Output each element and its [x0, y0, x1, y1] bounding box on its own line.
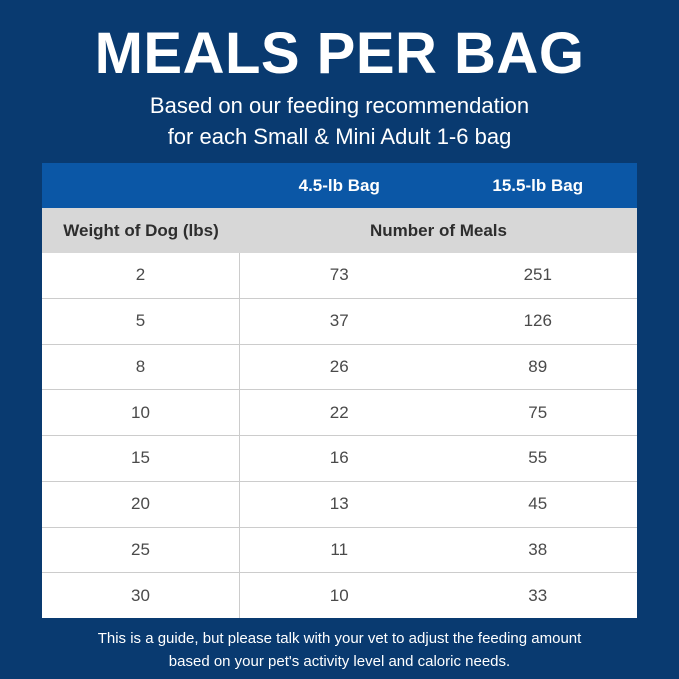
meals-4-5lb-cell: 26	[329, 356, 349, 376]
subtitle-line-2: for each Small & Mini Adult 1-6 bag	[167, 124, 512, 149]
meals-15-5lb-cell: 89	[528, 356, 548, 376]
meals-15-5lb-cell: 75	[528, 402, 548, 422]
meals-15-5lb-cell: 45	[528, 494, 548, 514]
weight-cell: 2	[42, 253, 240, 298]
bag-header-4-5lb: 4.5-lb Bag	[298, 175, 380, 195]
meals-table: 4.5-lb Bag 15.5-lb Bag Weight of Dog (lb…	[42, 163, 637, 618]
subtitle: Based on our feeding recommendation for …	[0, 90, 679, 152]
bag-header-15-5lb: 15.5-lb Bag	[492, 175, 584, 195]
meals-4-5lb-cell: 73	[329, 265, 349, 285]
bag-header-spacer	[42, 163, 240, 208]
footer-line-1: This is a guide, but please talk with yo…	[97, 630, 582, 647]
weight-cell: 20	[42, 481, 240, 527]
meals-4-5lb-cell: 37	[329, 311, 349, 331]
meals-4-5lb-cell: 13	[329, 494, 349, 514]
meals-4-5lb-cell: 16	[329, 448, 349, 468]
weight-cell: 25	[42, 527, 240, 573]
bag-header-row: 4.5-lb Bag 15.5-lb Bag	[42, 163, 637, 208]
table-row: 5 37 126	[42, 297, 637, 344]
meals-4-5lb-cell: 10	[329, 585, 349, 605]
number-of-meals-header: Number of Meals	[370, 220, 507, 240]
footer-note: This is a guide, but please talk with yo…	[0, 627, 679, 673]
meals-15-5lb-cell: 38	[528, 539, 548, 559]
subtitle-line-1: Based on our feeding recommendation	[149, 93, 530, 118]
footer-line-2: based on your pet's activity level and c…	[168, 653, 511, 670]
table-row: 2 73 251	[42, 253, 637, 298]
weight-cell: 30	[42, 573, 240, 618]
table-row: 20 13 45	[42, 480, 637, 527]
page-title: MEALS PER BAG	[94, 21, 585, 86]
table-row: 30 10 33	[42, 572, 637, 618]
subheader-row: Weight of Dog (lbs) Number of Meals	[42, 208, 637, 253]
meals-15-5lb-cell: 55	[528, 448, 548, 468]
meals-15-5lb-cell: 33	[528, 585, 548, 605]
weight-cell: 10	[42, 390, 240, 435]
weight-cell: 15	[42, 436, 240, 481]
weight-cell: 5	[42, 298, 240, 344]
meals-4-5lb-cell: 22	[329, 402, 349, 422]
table-row: 8 26 89	[42, 343, 637, 390]
weight-cell: 8	[42, 344, 240, 390]
table-row: 25 11 38	[42, 526, 637, 573]
weight-of-dog-header: Weight of Dog (lbs)	[63, 220, 219, 240]
table-row: 10 22 75	[42, 389, 637, 435]
table-body: 2 73 251 5 37 126 8 26 89 10 22 75 15 16…	[42, 253, 637, 618]
table-row: 15 16 55	[42, 435, 637, 481]
meals-15-5lb-cell: 251	[523, 265, 552, 285]
meals-4-5lb-cell: 11	[330, 539, 349, 559]
meals-15-5lb-cell: 126	[523, 311, 552, 331]
